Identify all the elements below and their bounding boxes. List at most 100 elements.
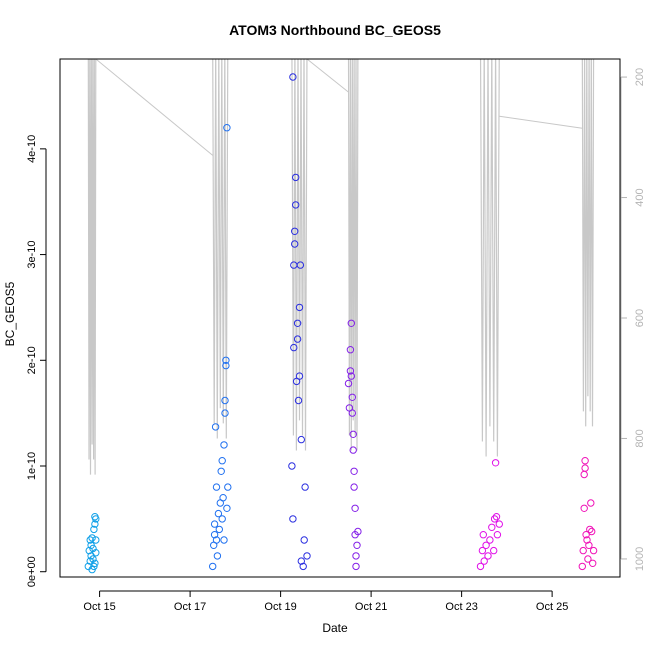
data-point-s3-16 — [353, 541, 361, 549]
data-point-s5-11 — [587, 499, 595, 507]
data-point-s2-16 — [297, 435, 305, 444]
data-point-s4-8 — [490, 546, 498, 555]
y-tick-label-1: 1e-10 — [26, 452, 38, 480]
data-point-s1-2 — [210, 531, 219, 539]
data-point-s1-3 — [210, 520, 219, 528]
data-point-s2-5 — [291, 227, 299, 236]
data-point-s3-17 — [354, 527, 362, 536]
data-point-s1-11 — [217, 467, 225, 475]
pressure-profile-1 — [212, 59, 229, 439]
pressure-connector-1 — [306, 59, 349, 93]
data-point-s2-8 — [289, 73, 297, 81]
data-point-s1-19 — [222, 361, 230, 370]
pressure-connector-2 — [499, 115, 583, 129]
pressure-profile-5 — [581, 59, 595, 427]
x-tick-label-2: Oct 19 — [264, 601, 296, 613]
data-point-s1-15 — [220, 441, 228, 449]
data-point-s3-4 — [347, 319, 355, 327]
data-point-s0-14 — [91, 559, 99, 567]
data-point-s5-1 — [579, 546, 587, 555]
right-tick-label-4: 1000 — [634, 547, 646, 571]
y-tick-label-3: 3e-10 — [26, 241, 38, 269]
data-point-s1-14 — [219, 494, 227, 502]
chart-title: ATOM3 Northbound BC_GEOS5 — [229, 22, 441, 38]
y-axis-label: BC_GEOS5 — [3, 281, 17, 346]
right-tick-label-3: 800 — [634, 429, 646, 447]
data-point-s1-9 — [215, 525, 224, 534]
data-point-s0-7 — [88, 534, 96, 542]
data-point-s5-12 — [588, 527, 596, 536]
x-tick-label-5: Oct 25 — [536, 601, 568, 613]
data-point-s5-8 — [584, 555, 592, 563]
data-point-s3-3 — [346, 367, 355, 375]
data-point-s1-13 — [218, 515, 226, 523]
data-point-s1-22 — [223, 504, 231, 512]
data-point-s2-2 — [290, 343, 298, 352]
data-point-s2-18 — [299, 562, 307, 571]
data-point-s1-21 — [223, 124, 231, 132]
data-point-s2-13 — [295, 372, 304, 380]
data-point-s2-19 — [300, 536, 308, 544]
data-point-s1-4 — [211, 423, 220, 431]
pressure-profile-layer — [87, 59, 595, 475]
data-point-s1-7 — [213, 552, 222, 560]
x-tick-label-0: Oct 15 — [83, 601, 115, 613]
data-point-s0-13 — [91, 520, 99, 528]
data-point-s5-5 — [581, 464, 589, 472]
data-point-s5-13 — [589, 559, 597, 567]
data-point-s3-15 — [352, 562, 360, 571]
data-point-s3-10 — [350, 467, 358, 475]
x-tick-label-1: Oct 17 — [174, 601, 206, 613]
data-point-s2-14 — [295, 303, 304, 312]
data-point-s3-11 — [350, 483, 358, 491]
right-tick-label-2: 600 — [634, 309, 646, 327]
data-point-s3-8 — [349, 430, 357, 438]
data-point-s0-17 — [92, 536, 100, 544]
data-point-s5-10 — [586, 525, 594, 534]
data-point-s2-15 — [296, 261, 305, 269]
data-point-s5-14 — [589, 546, 598, 555]
x-tick-label-3: Oct 21 — [355, 601, 387, 613]
data-point-s4-10 — [491, 459, 500, 467]
data-point-s5-2 — [580, 504, 588, 512]
data-point-s3-9 — [349, 446, 357, 454]
pressure-profile-4 — [479, 59, 500, 457]
data-point-s3-5 — [347, 372, 355, 380]
data-point-s0-11 — [90, 525, 98, 534]
data-point-s0-10 — [90, 562, 98, 571]
data-point-s1-16 — [220, 536, 228, 544]
pressure-profile-0 — [87, 59, 97, 475]
data-point-s1-5 — [212, 483, 221, 491]
data-point-s0-15 — [92, 515, 100, 523]
data-point-s4-4 — [482, 541, 490, 549]
data-point-s5-9 — [585, 541, 593, 549]
data-point-s4-7 — [488, 523, 496, 531]
data-point-s0-1 — [85, 546, 93, 555]
data-point-s4-13 — [495, 520, 503, 528]
axes-layer: 0e+00 1e-10 2e-10 3e-10 4e-10 Oct 15 Oct 17 Oct… — [26, 68, 646, 613]
data-point-s2-20 — [301, 483, 309, 491]
pressure-profile-3 — [347, 59, 359, 451]
data-point-s4-5 — [484, 552, 492, 560]
data-point-s2-21 — [303, 552, 311, 560]
right-tick-label-0: 200 — [634, 68, 646, 86]
data-point-s0-3 — [86, 536, 94, 544]
data-point-s1-18 — [221, 396, 229, 405]
data-point-s4-6 — [486, 536, 494, 544]
data-point-s2-17 — [297, 557, 305, 565]
data-point-s4-3 — [480, 557, 488, 565]
data-point-s2-12 — [294, 396, 303, 405]
data-point-s0-8 — [89, 555, 97, 563]
data-point-s3-6 — [348, 393, 356, 401]
data-point-s5-7 — [583, 536, 591, 544]
data-point-s3-7 — [348, 409, 356, 417]
data-point-s2-7 — [292, 173, 300, 182]
data-point-s3-12 — [351, 504, 359, 512]
data-point-s1-6 — [212, 536, 221, 544]
data-point-s1-8 — [214, 509, 223, 518]
right-tick-label-1: 400 — [634, 188, 646, 206]
data-point-s2-11 — [293, 319, 302, 327]
x-tick-label-4: Oct 23 — [445, 601, 477, 613]
